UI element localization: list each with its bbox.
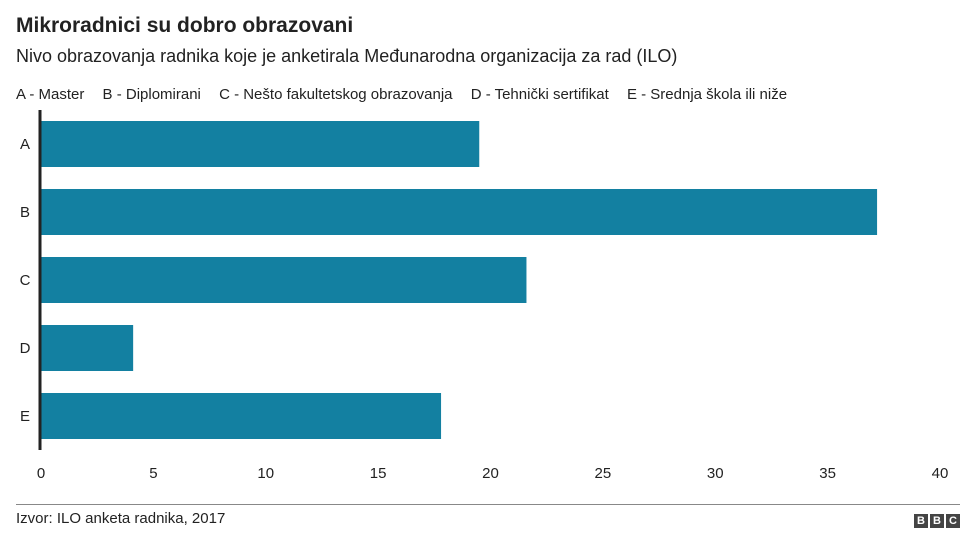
bar-c bbox=[41, 257, 527, 303]
y-tick-label-d: D bbox=[20, 340, 31, 357]
x-tick-label-10: 10 bbox=[257, 465, 274, 482]
y-tick-label-a: A bbox=[20, 136, 30, 153]
x-tick-label-15: 15 bbox=[370, 465, 387, 482]
legend-item-e: E - Srednja škola ili niže bbox=[626, 86, 788, 103]
bar-d bbox=[41, 325, 134, 371]
bbc-logo-letter-2: B bbox=[930, 514, 944, 528]
x-tick-label-0: 0 bbox=[37, 465, 45, 482]
legend-item-b: B - Diplomirani bbox=[102, 86, 201, 103]
bbc-logo-letter-3: C bbox=[946, 514, 960, 528]
bbc-logo-letter-1: B bbox=[914, 514, 928, 528]
x-tick-label-35: 35 bbox=[819, 465, 836, 482]
footer-divider bbox=[16, 504, 960, 505]
bbc-logo: B B C bbox=[914, 514, 960, 528]
x-tick-label-30: 30 bbox=[707, 465, 724, 482]
bar-a bbox=[41, 121, 480, 167]
chart-title: Mikroradnici su dobro obrazovani bbox=[16, 14, 354, 37]
x-tick-label-5: 5 bbox=[149, 465, 157, 482]
legend-item-d: D - Tehnički sertifikat bbox=[470, 86, 609, 103]
x-tick-label-25: 25 bbox=[595, 465, 612, 482]
bar-e bbox=[41, 393, 442, 439]
y-tick-label-b: B bbox=[20, 204, 30, 221]
y-tick-label-e: E bbox=[20, 408, 30, 425]
legend: A - Master B - Diplomirani C - Nešto fak… bbox=[16, 86, 801, 103]
source-note: Izvor: ILO anketa radnika, 2017 bbox=[16, 510, 226, 527]
legend-item-c: C - Nešto fakultetskog obrazovanja bbox=[219, 86, 453, 103]
y-tick-label-c: C bbox=[20, 272, 31, 289]
bar-b bbox=[41, 189, 878, 235]
x-tick-label-40: 40 bbox=[932, 465, 949, 482]
chart-subtitle: Nivo obrazovanja radnika koje je anketir… bbox=[16, 46, 678, 66]
legend-item-a: A - Master bbox=[16, 86, 85, 103]
x-tick-label-20: 20 bbox=[482, 465, 499, 482]
